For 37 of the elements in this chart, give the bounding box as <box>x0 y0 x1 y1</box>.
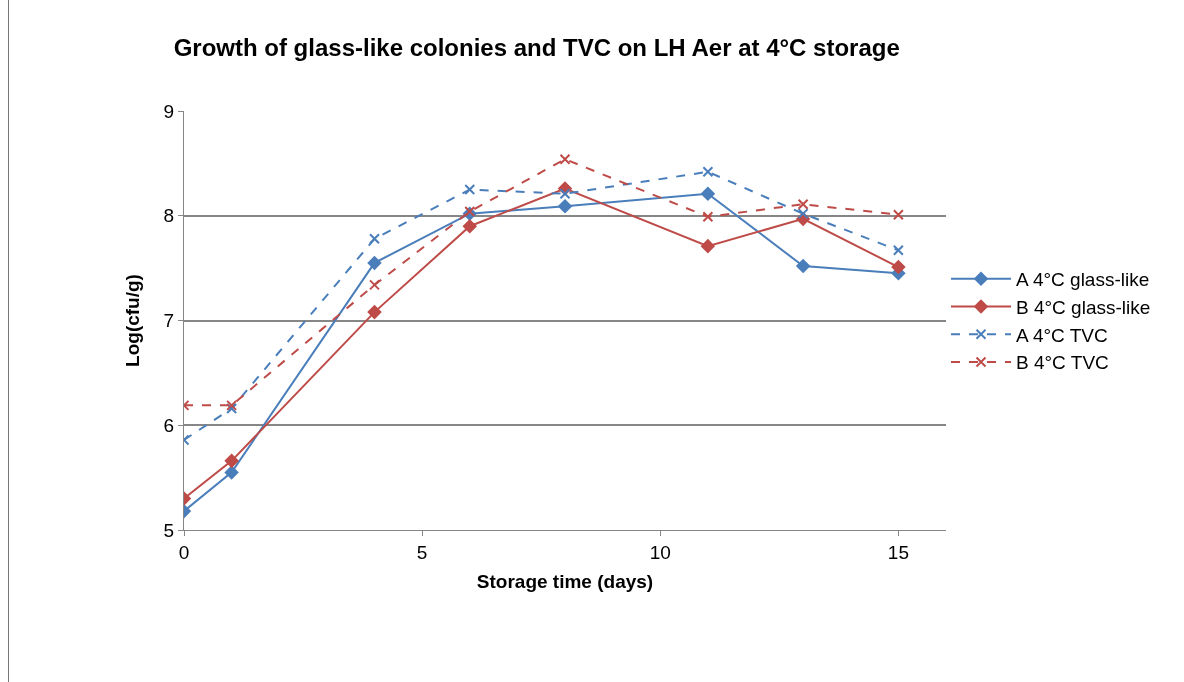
point <box>224 454 239 468</box>
y-axis-title: Log(cfu/g) <box>122 274 144 367</box>
point <box>701 186 715 201</box>
x-tick-label: 10 <box>649 541 671 563</box>
point <box>701 239 715 253</box>
point <box>702 166 714 178</box>
legend-label: A 4°C TVC <box>1016 324 1108 346</box>
point <box>367 305 382 319</box>
legend-label: B 4°C glass-like <box>1016 296 1151 318</box>
point <box>558 199 572 214</box>
chart-title: Growth of glass-like colonies and TVC on LH Aer at 4°C storage <box>173 34 900 62</box>
point <box>797 198 809 210</box>
point <box>462 219 477 234</box>
point <box>369 279 380 291</box>
point <box>797 208 809 220</box>
y-tick-label: 5 <box>163 519 175 541</box>
y-tick-label: 8 <box>163 205 175 227</box>
y-tick-label: 7 <box>163 310 175 332</box>
legend-label: A 4°C glass-like <box>1016 269 1150 291</box>
x-tick-label: 15 <box>887 541 909 563</box>
legend-label: B 4°C TVC <box>1016 352 1109 374</box>
point <box>369 233 380 245</box>
point <box>892 209 904 221</box>
point <box>367 256 382 270</box>
x-tick-label: 5 <box>416 541 428 563</box>
point <box>796 259 810 273</box>
x-axis-title: Storage time (days) <box>476 570 654 592</box>
point <box>891 260 906 274</box>
x-tick-label: 0 <box>178 541 190 563</box>
point <box>464 184 476 196</box>
point <box>224 465 239 480</box>
point <box>559 188 571 200</box>
point <box>702 211 714 223</box>
point <box>892 244 904 256</box>
y-tick-label: 6 <box>163 414 175 436</box>
y-tick-label: 9 <box>163 100 175 122</box>
point <box>559 153 571 165</box>
